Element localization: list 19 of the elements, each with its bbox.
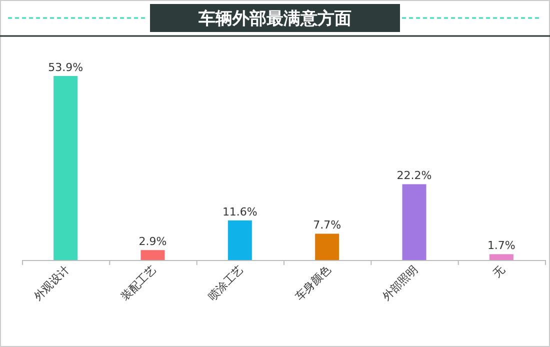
x-tick-label: 装配工艺 [118, 262, 159, 304]
data-label: 22.2% [396, 169, 432, 182]
x-tick-label: 喷涂工艺 [206, 262, 246, 304]
x-tick-label: 无 [490, 262, 508, 280]
data-label: 2.9% [138, 235, 167, 248]
x-tick-label: 车身颜色 [292, 262, 334, 304]
chart-title: 车辆外部最满意方面 [198, 9, 352, 29]
bar [402, 184, 426, 260]
bar [54, 76, 78, 260]
data-label: 11.6% [222, 205, 258, 218]
data-label: 53.9% [48, 61, 84, 74]
data-label: 7.7% [313, 218, 342, 232]
x-tick-label: 外观设计 [31, 262, 72, 304]
bar [315, 234, 340, 260]
x-tick-label: 外部照明 [380, 262, 420, 304]
bar [228, 220, 252, 260]
bar [489, 254, 514, 260]
bar [140, 250, 165, 260]
data-label: 1.7% [487, 239, 516, 252]
